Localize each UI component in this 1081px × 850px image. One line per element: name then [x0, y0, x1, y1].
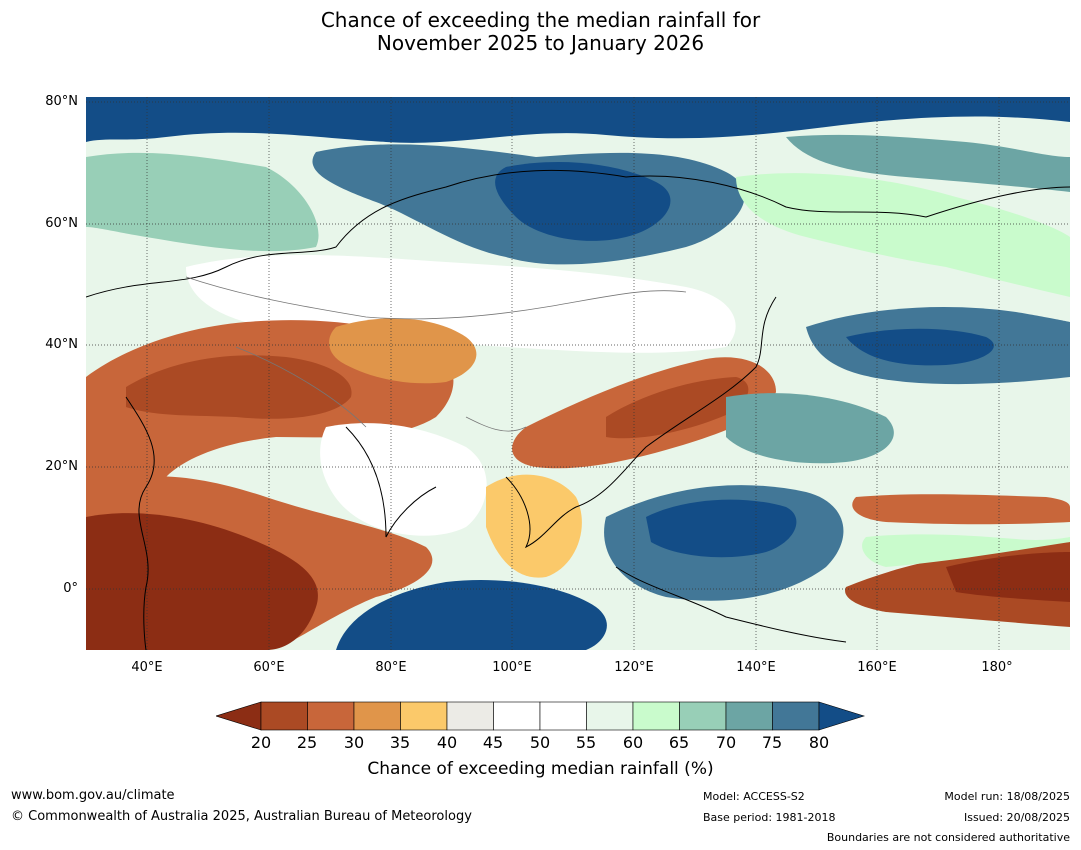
lon-label-120e: 120°E: [614, 660, 654, 675]
colorbar-segment: [400, 701, 448, 731]
footer-base-period: Base period: 1981-2018: [703, 811, 836, 824]
colorbar-tick: 70: [715, 733, 737, 752]
lat-label-20n: 20°N: [45, 459, 78, 474]
region-seasia-moderate: [486, 474, 582, 578]
lon-label-180: 180°: [981, 660, 1013, 675]
region-west-pacific-teal: [726, 393, 894, 464]
region-middle-east-core: [126, 355, 352, 419]
lon-label-60e: 60°E: [253, 660, 285, 675]
colorbar-tick: 55: [575, 733, 597, 752]
footer-url[interactable]: www.bom.gov.au/climate: [11, 788, 175, 803]
colorbar-tick: 35: [389, 733, 411, 752]
region-pacific-dry-band: [852, 494, 1070, 525]
colorbar-tick: 80: [808, 733, 830, 752]
map-title-line2: November 2025 to January 2026: [376, 31, 705, 55]
lon-label-80e: 80°E: [375, 660, 407, 675]
colorbar-segment: [539, 701, 587, 731]
footer-copyright: © Commonwealth of Australia 2025, Austra…: [11, 809, 472, 824]
region-tibet-moderate: [329, 318, 477, 384]
colorbar-extend-high: [818, 701, 866, 731]
colorbar-segment: [772, 701, 820, 731]
colorbar-label: Chance of exceeding median rainfall (%): [367, 759, 714, 779]
region-china-core: [606, 377, 749, 439]
rainfall-probability-map: [86, 97, 1070, 650]
colorbar-extend-low: [216, 701, 262, 731]
colorbar-tick: 30: [343, 733, 365, 752]
map-title: Chance of exceeding the median rainfall …: [0, 9, 1081, 55]
coastlines: [86, 169, 1070, 650]
colorbar-segment: [679, 701, 727, 731]
colorbar-segment: [307, 701, 355, 731]
region-siberia-core: [495, 162, 671, 241]
lon-label-100e: 100°E: [492, 660, 532, 675]
region-arctic-wet: [86, 97, 1070, 143]
graticule: [86, 97, 1070, 650]
colorbar-tick: 45: [482, 733, 504, 752]
region-north-green: [86, 152, 319, 252]
lat-label-40n: 40°N: [45, 337, 78, 352]
footer-model-run: Model run: 18/08/2025: [944, 790, 1070, 803]
region-indian-ocean-wet: [336, 579, 607, 650]
lat-label-60n: 60°N: [45, 216, 78, 231]
footer-disclaimer: Boundaries are not considered authoritat…: [826, 831, 1070, 844]
region-west-pacific-green: [862, 534, 1070, 567]
colorbar-tick: 60: [622, 733, 644, 752]
colorbar-segment: [353, 701, 401, 731]
region-north-lightgreen: [736, 173, 1070, 297]
lon-label-140e: 140°E: [736, 660, 776, 675]
map-canvas: [86, 97, 1070, 650]
region-india-neutral: [320, 423, 487, 536]
footer-issued: Issued: 20/08/2025: [963, 811, 1070, 824]
colorbar-segment: [586, 701, 634, 731]
colorbar-segment: [632, 701, 680, 731]
footer-model: Model: ACCESS-S2: [703, 790, 805, 803]
colorbar-segment: [260, 701, 308, 731]
colorbar-segment: [446, 701, 494, 731]
region-pacific-north-core: [846, 328, 994, 366]
colorbar-tick: 40: [436, 733, 458, 752]
map-title-line1: Chance of exceeding the median rainfall …: [320, 8, 761, 32]
lon-label-40e: 40°E: [131, 660, 163, 675]
country-borders: [185, 276, 687, 432]
colorbar-tick: 50: [529, 733, 551, 752]
lat-label-80n: 80°N: [45, 94, 78, 109]
colorbar: [216, 701, 866, 731]
region-maritime-core: [646, 499, 797, 558]
lat-label-0: 0°: [63, 581, 78, 596]
lon-label-160e: 160°E: [857, 660, 897, 675]
region-south-pacific-core: [946, 552, 1070, 602]
colorbar-tick: 20: [250, 733, 272, 752]
colorbar-segment: [493, 701, 541, 731]
colorbar-segment: [725, 701, 773, 731]
region-north-teal: [786, 134, 1070, 192]
colorbar-tick: 65: [668, 733, 690, 752]
colorbar-tick: 25: [296, 733, 318, 752]
colorbar-tick: 75: [761, 733, 783, 752]
